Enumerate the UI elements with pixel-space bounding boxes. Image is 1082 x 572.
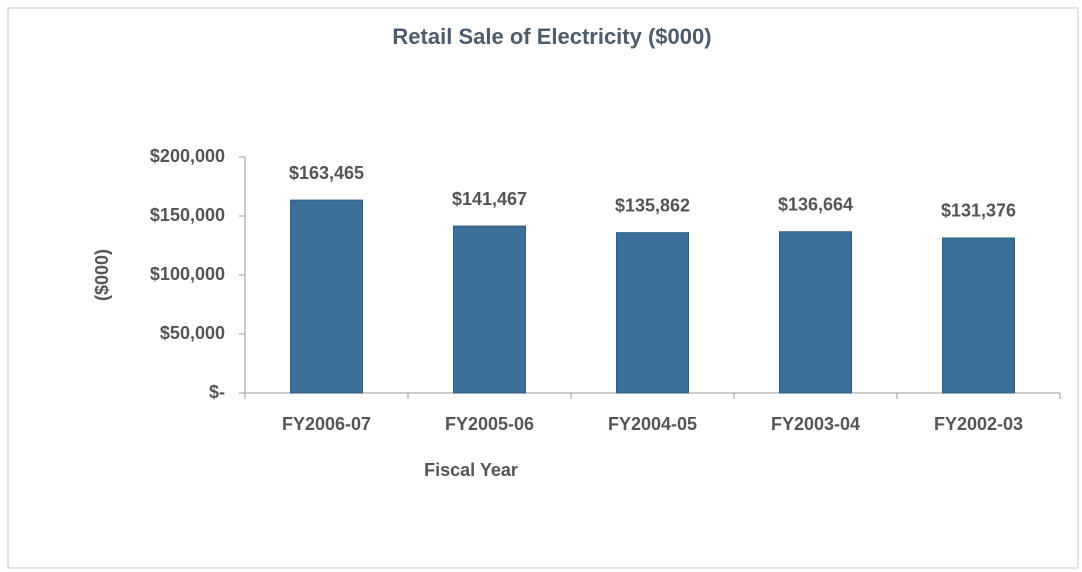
chart-title: Retail Sale of Electricity ($000) — [392, 24, 711, 49]
bar — [942, 237, 1015, 394]
x-axis-label: Fiscal Year — [424, 460, 518, 480]
data-label: $136,664 — [778, 194, 853, 214]
bar — [453, 225, 526, 394]
data-label: $135,862 — [615, 195, 690, 215]
bar — [290, 199, 363, 394]
bar — [779, 231, 852, 394]
data-label: $131,376 — [941, 201, 1016, 221]
y-tick-label: $200,000 — [150, 146, 225, 166]
y-tick-label: $- — [209, 382, 225, 402]
y-tick-label: $150,000 — [150, 205, 225, 225]
y-tick-label: $50,000 — [160, 323, 225, 343]
y-axis-label: ($000) — [92, 249, 112, 301]
data-label: $141,467 — [452, 189, 527, 209]
chart-border — [7, 7, 1079, 569]
x-tick-label: FY2004-05 — [608, 414, 697, 434]
x-tick-label: FY2006-07 — [282, 414, 371, 434]
data-label: $163,465 — [289, 163, 364, 183]
x-tick-label: FY2005-06 — [445, 414, 534, 434]
x-tick-label: FY2002-03 — [934, 414, 1023, 434]
x-tick-label: FY2003-04 — [771, 414, 860, 434]
bar — [616, 232, 689, 394]
y-tick-label: $100,000 — [150, 264, 225, 284]
